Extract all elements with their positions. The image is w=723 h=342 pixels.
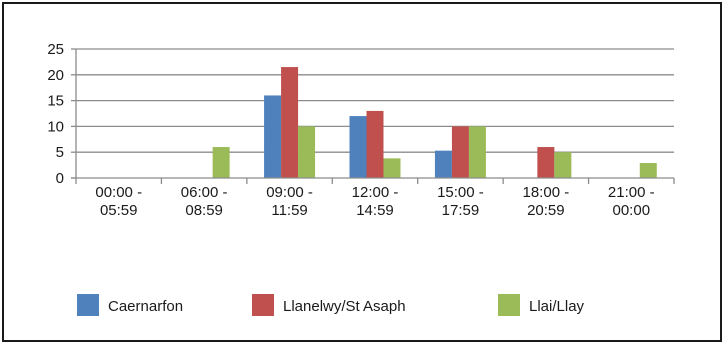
x-tick-label: 05:59: [100, 202, 138, 219]
y-tick-label: 15: [47, 93, 64, 110]
bar-llai-llay-6: [639, 163, 657, 178]
x-tick-label: 20:59: [527, 202, 565, 219]
x-tick-label: 12:00 -: [352, 184, 399, 201]
bar-llanelwy-st-asaph-4: [451, 126, 469, 178]
legend-label-2: Llai/Llay: [529, 298, 585, 315]
x-tick-label: 15:00 -: [437, 184, 484, 201]
x-tick-label: 09:00 -: [266, 184, 313, 201]
legend-label-0: Caernarfon: [108, 298, 183, 315]
bar-llanelwy-st-asaph-5: [537, 147, 555, 178]
x-tick-label: 11:59: [271, 202, 307, 219]
y-tick-label: 20: [47, 67, 64, 84]
x-tick-label: 08:59: [185, 202, 223, 219]
y-tick-label: 10: [47, 118, 64, 135]
bar-caernarfon-2: [264, 95, 282, 178]
bar-llanelwy-st-asaph-3: [366, 110, 384, 178]
bar-llai-llay-5: [554, 152, 572, 178]
legend-swatch-2: [498, 294, 520, 316]
bar-llanelwy-st-asaph-2: [281, 67, 299, 178]
y-tick-label: 5: [56, 144, 64, 161]
bar-caernarfon-4: [434, 150, 452, 178]
legend-swatch-0: [77, 294, 99, 316]
bar-caernarfon-3: [349, 116, 367, 178]
x-tick-label: 14:59: [356, 202, 394, 219]
x-tick-label: 21:00 -: [608, 184, 655, 201]
legend-swatch-1: [252, 294, 274, 316]
bar-llai-llay-2: [298, 126, 316, 178]
x-tick-label: 17:59: [442, 202, 480, 219]
bar-llai-llay-3: [383, 158, 401, 178]
y-tick-label: 0: [56, 170, 64, 187]
x-tick-label: 00:00 -: [95, 184, 142, 201]
x-tick-label: 00:00: [613, 202, 651, 219]
y-tick-label: 25: [47, 41, 64, 58]
x-tick-label: 06:00 -: [181, 184, 228, 201]
x-tick-label: 18:00 -: [523, 184, 570, 201]
bar-llai-llay-1: [212, 147, 230, 178]
legend-label-1: Llanelwy/St Asaph: [283, 298, 406, 315]
bar-llai-llay-4: [468, 126, 486, 178]
